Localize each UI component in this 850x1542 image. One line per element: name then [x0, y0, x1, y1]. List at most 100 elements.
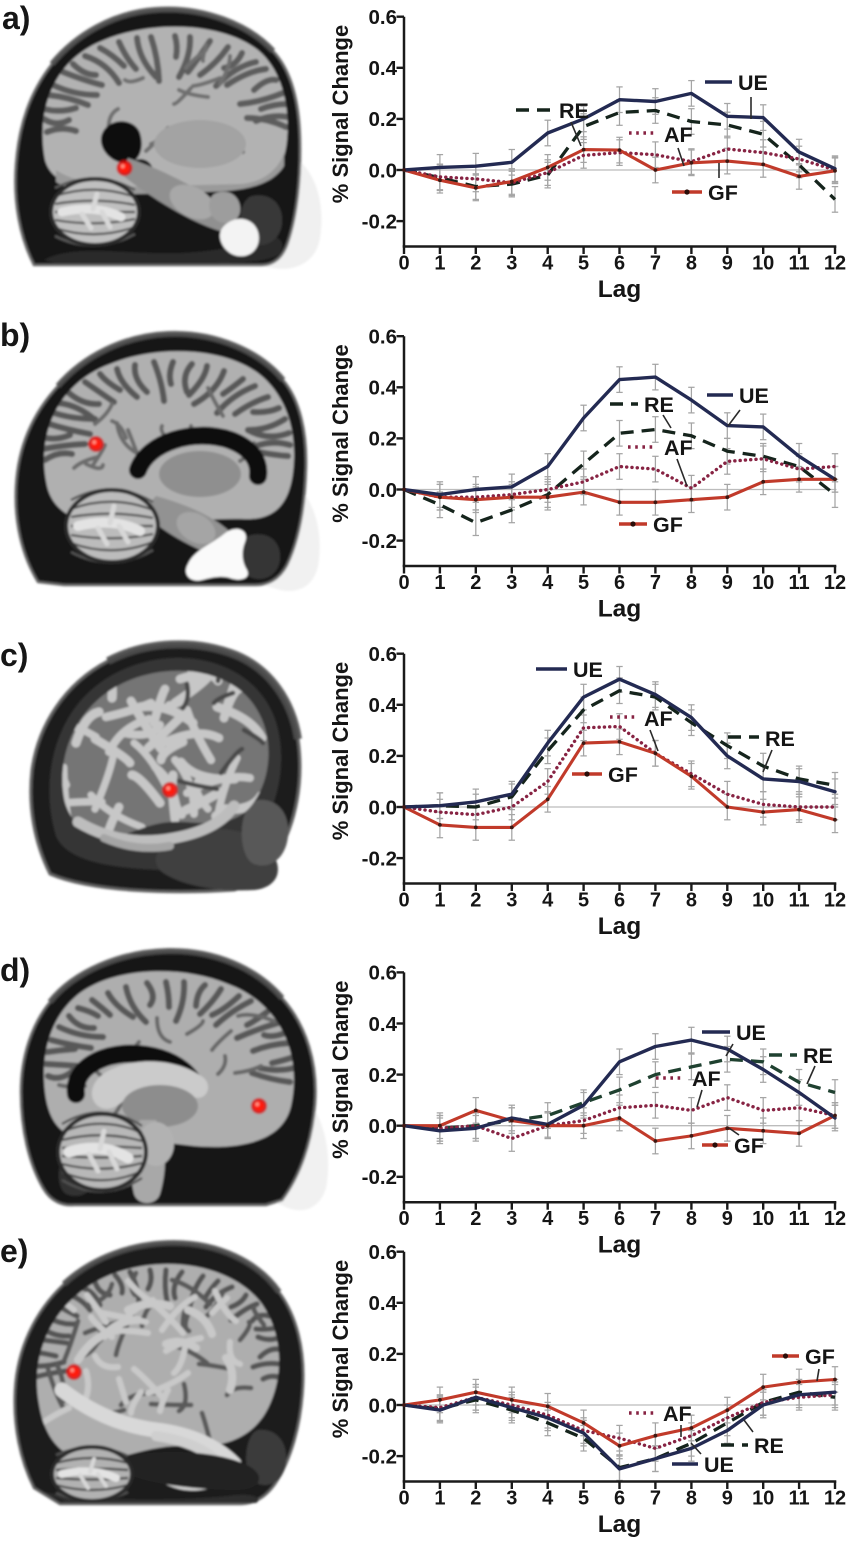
- svg-text:% Signal Change: % Signal Change: [328, 1260, 353, 1438]
- svg-text:0.6: 0.6: [369, 962, 398, 985]
- svg-text:11: 11: [789, 1488, 810, 1510]
- svg-text:% Signal Change: % Signal Change: [328, 25, 353, 203]
- svg-text:10: 10: [752, 572, 774, 594]
- svg-text:9: 9: [722, 1208, 733, 1230]
- svg-text:0.6: 0.6: [369, 643, 398, 666]
- svg-text:0.4: 0.4: [369, 57, 398, 80]
- svg-text:e): e): [0, 1233, 28, 1269]
- svg-text:0.2: 0.2: [369, 745, 398, 768]
- svg-text:0.2: 0.2: [369, 1343, 398, 1366]
- svg-text:2: 2: [470, 1488, 481, 1510]
- svg-text:2: 2: [470, 890, 481, 912]
- svg-text:AF: AF: [644, 707, 673, 731]
- svg-text:5: 5: [578, 1488, 589, 1510]
- svg-text:AF: AF: [692, 1067, 721, 1091]
- svg-text:9: 9: [722, 253, 733, 275]
- svg-text:7: 7: [650, 253, 661, 275]
- svg-text:RE: RE: [644, 393, 674, 417]
- svg-text:UE: UE: [736, 1021, 766, 1045]
- svg-text:0.0: 0.0: [369, 159, 398, 182]
- svg-text:AF: AF: [664, 436, 693, 460]
- svg-text:12: 12: [824, 1208, 846, 1230]
- svg-text:0.0: 0.0: [369, 1115, 398, 1138]
- svg-text:0.4: 0.4: [369, 1013, 398, 1036]
- svg-text:10: 10: [752, 253, 774, 275]
- svg-text:1: 1: [434, 572, 445, 594]
- svg-text:3: 3: [506, 253, 517, 275]
- svg-text:UE: UE: [704, 1453, 734, 1477]
- svg-text:6: 6: [614, 890, 625, 912]
- svg-text:GF: GF: [734, 1134, 764, 1158]
- svg-text:8: 8: [686, 1488, 697, 1510]
- svg-text:11: 11: [789, 253, 810, 275]
- svg-text:0.6: 0.6: [369, 6, 398, 29]
- svg-text:0: 0: [398, 572, 409, 594]
- svg-text:Lag: Lag: [598, 1511, 642, 1538]
- svg-text:RE: RE: [559, 99, 589, 123]
- svg-text:0.4: 0.4: [369, 694, 398, 717]
- svg-text:11: 11: [789, 1208, 810, 1230]
- svg-text:6: 6: [614, 572, 625, 594]
- svg-text:8: 8: [686, 572, 697, 594]
- svg-text:0: 0: [398, 890, 409, 912]
- svg-text:7: 7: [650, 572, 661, 594]
- svg-text:0.2: 0.2: [369, 428, 398, 451]
- svg-text:10: 10: [752, 1488, 774, 1510]
- svg-text:-0.2: -0.2: [362, 210, 397, 233]
- svg-text:Lag: Lag: [598, 913, 642, 940]
- svg-text:GF: GF: [805, 1345, 835, 1369]
- svg-text:8: 8: [686, 890, 697, 912]
- svg-text:9: 9: [722, 890, 733, 912]
- svg-text:11: 11: [789, 572, 810, 594]
- svg-text:9: 9: [722, 572, 733, 594]
- svg-text:11: 11: [789, 890, 810, 912]
- svg-text:10: 10: [752, 890, 774, 912]
- svg-text:a): a): [2, 0, 30, 36]
- svg-text:-0.2: -0.2: [362, 847, 397, 870]
- svg-text:UE: UE: [573, 658, 603, 682]
- svg-text:12: 12: [824, 253, 846, 275]
- svg-text:0.4: 0.4: [369, 377, 398, 400]
- svg-text:Lag: Lag: [598, 596, 642, 623]
- svg-text:c): c): [0, 637, 28, 673]
- svg-text:% Signal Change: % Signal Change: [328, 344, 353, 522]
- svg-text:12: 12: [824, 1488, 846, 1510]
- svg-text:Lag: Lag: [598, 1232, 642, 1259]
- svg-text:-0.2: -0.2: [362, 1445, 397, 1468]
- svg-text:b): b): [0, 317, 30, 353]
- svg-text:7: 7: [650, 1488, 661, 1510]
- svg-text:7: 7: [650, 890, 661, 912]
- svg-text:4: 4: [542, 253, 554, 275]
- svg-text:1: 1: [434, 1208, 445, 1230]
- svg-text:2: 2: [470, 572, 481, 594]
- svg-text:-0.2: -0.2: [362, 530, 397, 553]
- svg-text:0.2: 0.2: [369, 108, 398, 131]
- svg-text:0.0: 0.0: [369, 796, 398, 819]
- svg-text:1: 1: [434, 1488, 445, 1510]
- svg-text:0.6: 0.6: [369, 326, 398, 349]
- svg-text:0.2: 0.2: [369, 1064, 398, 1087]
- svg-text:GF: GF: [653, 513, 683, 537]
- svg-text:8: 8: [686, 253, 697, 275]
- svg-text:7: 7: [650, 1208, 661, 1230]
- svg-text:UE: UE: [738, 71, 768, 95]
- svg-text:Lag: Lag: [598, 276, 642, 303]
- svg-text:% Signal Change: % Signal Change: [328, 662, 353, 840]
- svg-text:RE: RE: [754, 1434, 784, 1458]
- svg-text:0.4: 0.4: [369, 1292, 398, 1315]
- svg-text:3: 3: [506, 1488, 517, 1510]
- svg-text:d): d): [0, 952, 30, 988]
- svg-text:1: 1: [434, 253, 445, 275]
- svg-text:5: 5: [578, 572, 589, 594]
- svg-text:12: 12: [824, 890, 846, 912]
- svg-text:AF: AF: [663, 1402, 692, 1426]
- svg-text:UE: UE: [739, 384, 769, 408]
- svg-text:-0.2: -0.2: [362, 1166, 397, 1189]
- svg-text:8: 8: [686, 1208, 697, 1230]
- svg-text:5: 5: [578, 890, 589, 912]
- svg-text:GF: GF: [608, 763, 638, 787]
- svg-text:6: 6: [614, 1208, 625, 1230]
- svg-text:% Signal Change: % Signal Change: [328, 980, 353, 1158]
- svg-text:0.0: 0.0: [369, 479, 398, 502]
- svg-text:3: 3: [506, 1208, 517, 1230]
